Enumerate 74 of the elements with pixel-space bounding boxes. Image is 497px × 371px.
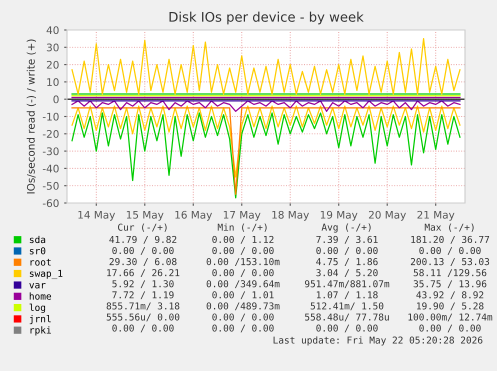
text: 0.00 / 1.01 [212,291,274,300]
text: 558.48u/ 77.78u [305,313,389,322]
x-tick-label: 17 May [224,210,260,221]
text: 5.92 / 1.30 [112,280,174,288]
text: 7.72 / 1.19 [112,291,174,300]
y-tick-label: 20 [46,60,59,69]
x-tick-label: 18 May [272,210,309,221]
y-tick-label: -30 [42,147,59,156]
text: 4.75 / 1.86 [316,258,378,266]
text: Cur (-/+) [118,223,167,232]
text: 951.47m/881.07m [304,280,390,288]
y-tick-label: -40 [42,164,59,173]
legend-label: log [30,304,46,313]
text: 0.00 /349.64m [206,280,280,288]
text: 41.79 / 9.82 [109,236,176,244]
x-tick-label: 14 May [78,210,116,221]
legend-label: swap_1 [30,270,62,280]
x-tick-label: 16 May [175,210,212,221]
text: 0.00 /489.73m [206,302,280,310]
x-tick-label: 15 May [126,210,164,221]
text: 58.11 /129.56 [414,269,486,278]
text: 181.20 / 36.77 [411,236,490,244]
y-axis-title: IOs/second read (-) / write (+) [26,39,36,194]
text: 43.92 / 8.92 [416,291,484,300]
text: 0.00 / 0.00 [212,324,274,332]
legend-label: root [30,258,51,266]
text: 0.00 / 0.00 [419,324,481,332]
chart-title: Disk IOs per device - by week [170,12,364,24]
text: 100.00m/ 12.74m [408,313,492,322]
text: 3.04 / 5.20 [316,269,378,278]
text: 0.00 / 0.00 [212,246,274,255]
text: Avg (-/+) [322,223,371,233]
text: 17.66 / 26.21 [107,269,180,278]
text: Last update: Fri May 22 05:20:28 2026 [274,336,482,346]
text: 19.90 / 5.28 [417,302,484,310]
x-tick-label: 21 May [417,210,454,221]
y-tick-label: 30 [46,44,59,52]
text: 1.07 / 1.18 [316,291,378,300]
y-tick-label: 40 [46,26,59,34]
legend-label: home [30,292,52,300]
text: 7.39 / 3.61 [316,236,378,244]
y-tick-label: -10 [42,112,59,121]
y-tick-label: -60 [42,199,59,208]
text: Min (-/+) [218,223,267,232]
legend-label: var [29,283,46,288]
text: 0.00 /153.10m [206,258,280,266]
y-tick-label: -50 [42,182,59,190]
legend-label: rpki [30,326,51,336]
legend-label: sda [30,236,46,244]
text: 0.00 / 0.00 [112,246,174,255]
text: 855.71m/ 3.18 [106,302,180,310]
legend-label: sr0 [30,247,46,254]
text: 35.75 / 13.96 [414,280,486,288]
text: 200.13 / 53.03 [410,258,490,266]
x-tick-label: 19 May [320,210,358,221]
text: 0.00 / 1.12 [212,236,274,244]
legend-label: jrnl [30,314,51,324]
text: 0.00 / 0.00 [112,324,174,332]
text: 512.41m/ 1.50 [310,302,384,310]
text: 0.00 / 0.00 [316,324,378,332]
text: 29.30 / 6.08 [110,258,177,266]
line-series [71,100,461,112]
line-series [71,38,461,95]
line-series [71,105,461,178]
text: 0.00 / 0.00 [212,313,274,322]
text: 0.00 / 0.00 [419,246,481,255]
text: 0.00 / 0.00 [212,269,274,278]
text: 555.56u/ 0.00 [106,313,180,322]
text: Max (-/+) [424,223,474,232]
text: 0.00 / 0.00 [316,246,378,255]
x-tick-label: 20 May [368,210,406,221]
y-tick-label: 0 [53,95,59,104]
y-tick-label: -20 [42,130,59,138]
y-tick-label: 10 [47,78,59,86]
